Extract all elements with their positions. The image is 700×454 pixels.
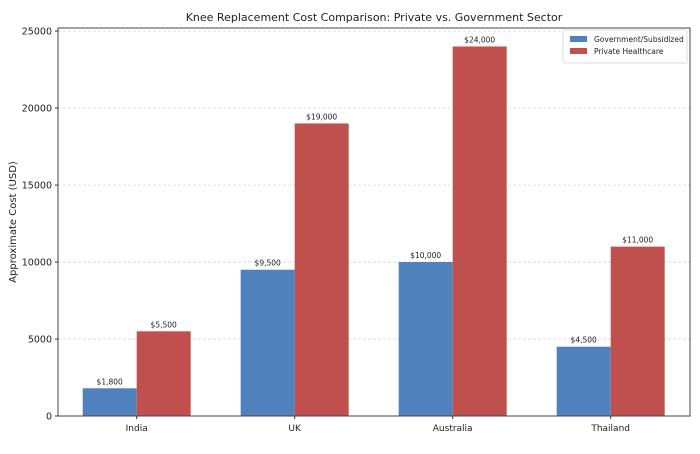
plot-frame	[57, 27, 691, 417]
x-tick-label: India	[126, 424, 148, 434]
bar-government	[240, 269, 295, 416]
legend-label-private: Private Healthcare	[594, 47, 664, 56]
data-label: $10,000	[410, 251, 441, 260]
bar-private	[452, 46, 507, 416]
legend-label-government: Government/Subsidized	[594, 35, 684, 44]
y-tick-label: 0	[46, 412, 52, 423]
y-tick-label: 20000	[22, 104, 52, 115]
data-label: $1,800	[97, 377, 123, 386]
y-tick-label: 10000	[22, 258, 52, 269]
legend: Government/Subsidized Private Healthcare	[562, 29, 688, 64]
data-label: $9,500	[255, 259, 281, 268]
bar-private	[136, 331, 191, 416]
y-tick-label: 15000	[22, 181, 52, 192]
y-tick-label: 25000	[22, 27, 52, 38]
bar-government	[398, 262, 453, 416]
x-tick-label: Australia	[433, 424, 473, 434]
data-label: $24,000	[464, 35, 495, 44]
y-axis-label: Approximate Cost (USD)	[8, 161, 19, 283]
data-label: $19,000	[306, 112, 337, 121]
data-label: $11,000	[622, 236, 653, 245]
bar-government	[556, 346, 611, 416]
bar-private	[294, 123, 349, 416]
x-tick-label: Thailand	[590, 424, 630, 434]
data-label: $4,500	[571, 336, 597, 345]
chart-title: Knee Replacement Cost Comparison: Privat…	[186, 11, 563, 24]
bar-private	[610, 246, 665, 416]
bar-government	[82, 388, 137, 416]
x-tick-label: UK	[288, 424, 302, 434]
data-label: $5,500	[151, 320, 177, 329]
legend-swatch-government	[570, 36, 587, 42]
legend-swatch-private	[570, 48, 587, 54]
y-tick-label: 5000	[28, 335, 52, 346]
